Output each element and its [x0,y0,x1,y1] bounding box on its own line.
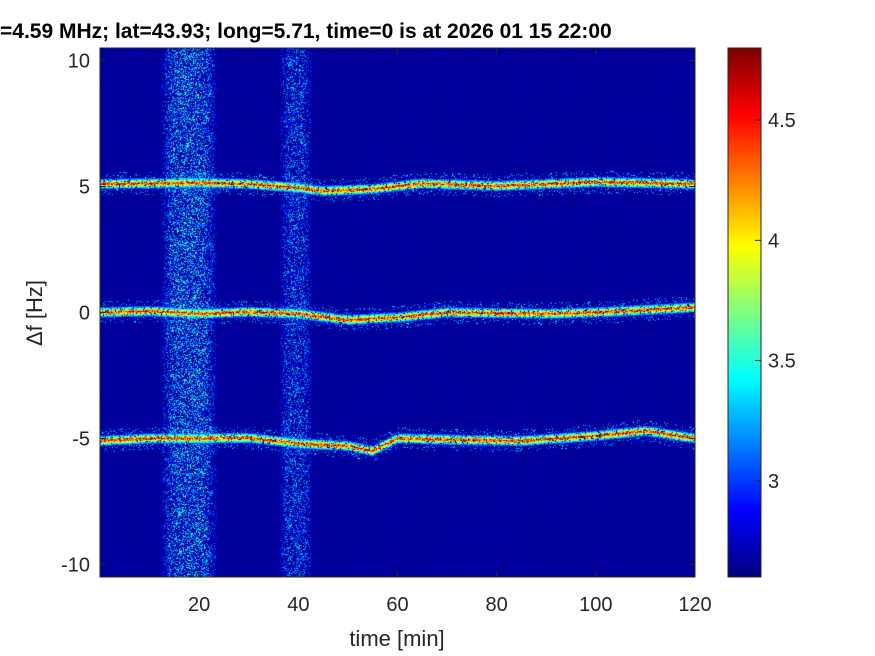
x-tick-label: 60 [386,594,408,616]
y-tick-label: 0 [79,303,90,325]
colorbar-gradient [728,48,761,577]
x-tick-label: 100 [579,594,612,616]
y-axis: -10 -5 0 5 10 [61,51,695,576]
x-tick-label: 40 [287,594,309,616]
x-tick-label: 20 [188,594,210,616]
x-tick-label: 120 [678,594,711,616]
y-tick-label: -10 [61,554,90,576]
colorbar-tick-label: 4.5 [768,110,796,132]
x-axis-label: time [min] [349,626,444,651]
colorbar-tick-label: 3 [768,471,779,493]
colorbar-tick-label: 3.5 [768,351,796,373]
y-tick-label: -5 [72,428,90,450]
y-axis-label: Δf [Hz] [22,280,47,346]
x-axis: 20 40 60 80 100 120 [188,48,712,616]
y-tick-label: 5 [79,177,90,199]
colorbar-frame [727,47,762,578]
colorbar-ticks: 3 3.5 4 4.5 [755,110,796,493]
heatmap-image [100,48,695,577]
colorbar: 3 3.5 4 4.5 [727,47,796,578]
x-tick-label: 80 [486,594,508,616]
chart-title: =4.59 MHz; lat=43.93; long=5.71, time=0 … [0,20,612,43]
heatmap-plot [99,47,696,578]
y-tick-label: 10 [68,51,90,73]
colorbar-tick-label: 4 [768,230,779,252]
